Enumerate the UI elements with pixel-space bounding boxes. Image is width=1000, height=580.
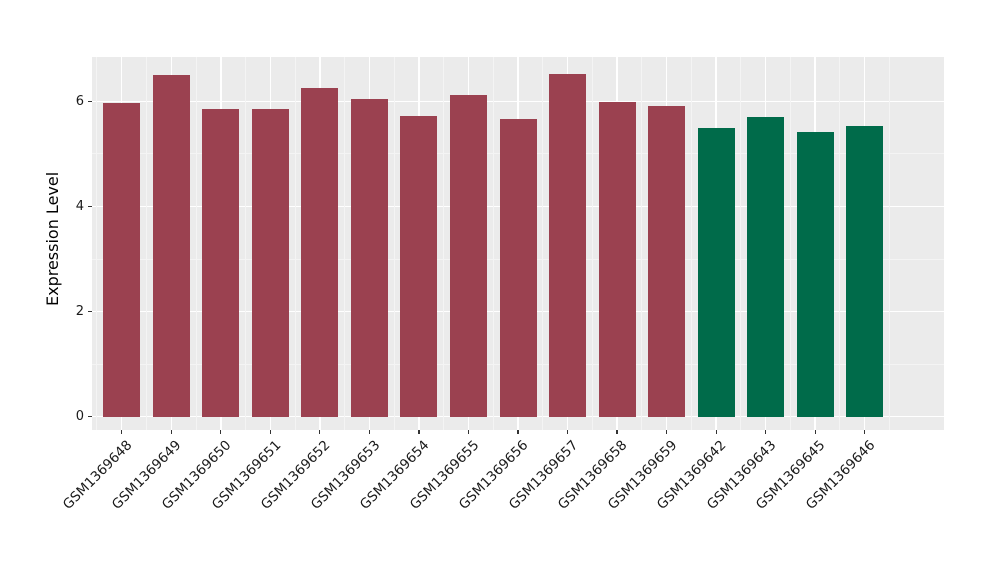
x-tick-mark (319, 430, 321, 434)
y-axis-title: Expression Level (43, 171, 62, 306)
bar-GSM1369642 (697, 128, 735, 417)
x-tick-mark (666, 430, 668, 434)
bar-GSM1369648 (103, 102, 141, 417)
bar-GSM1369656 (499, 119, 537, 417)
bar-GSM1369657 (549, 74, 587, 417)
bar-GSM1369652 (301, 87, 339, 417)
x-tick-mark (566, 430, 569, 434)
y-tick-mark (88, 416, 92, 418)
gridline-minor (591, 57, 593, 430)
gridline-minor (740, 57, 742, 430)
y-tick-mark (88, 311, 92, 313)
gridline-minor (393, 57, 395, 430)
gridline-minor (443, 57, 445, 430)
bar-GSM1369651 (251, 109, 289, 417)
gridline-minor (889, 57, 890, 430)
gridline-minor (344, 57, 346, 430)
x-tick-mark (220, 430, 222, 434)
x-tick-mark (269, 430, 271, 434)
gridline-minor (245, 57, 247, 430)
bar-GSM1369650 (202, 109, 240, 417)
gridline-minor (789, 57, 791, 430)
bar-GSM1369643 (747, 117, 785, 417)
gridline-minor (492, 57, 494, 430)
bar-GSM1369649 (152, 75, 190, 417)
bar-GSM1369654 (400, 116, 438, 417)
bar-GSM1369659 (648, 106, 686, 417)
gridline-minor (294, 57, 296, 430)
x-tick-mark (121, 430, 123, 434)
bar-GSM1369645 (796, 131, 834, 417)
gridline-minor (542, 57, 544, 430)
bar-GSM1369658 (598, 101, 636, 417)
x-tick-mark (765, 430, 767, 434)
x-tick-mark (467, 430, 470, 434)
gridline-minor (690, 57, 692, 430)
plot-panel (92, 57, 944, 430)
y-tick-mark (88, 205, 92, 208)
gridline-minor (195, 57, 197, 430)
bar-GSM1369653 (350, 98, 388, 417)
x-tick-mark (864, 430, 866, 434)
y-tick-label: 2 (75, 304, 84, 320)
gridline-minor (96, 57, 98, 430)
y-tick-label: 0 (75, 409, 84, 425)
y-tick-label: 4 (75, 198, 84, 214)
gridline-minor (145, 57, 147, 430)
y-tick-mark (88, 100, 92, 103)
x-tick-mark (170, 430, 172, 434)
x-tick-mark (418, 430, 420, 434)
x-tick-mark (517, 430, 519, 434)
x-tick-mark (368, 430, 370, 434)
x-tick-mark (715, 430, 717, 434)
x-tick-mark (814, 430, 816, 434)
bar-GSM1369655 (449, 95, 487, 417)
gridline-minor (641, 57, 643, 430)
bar-GSM1369646 (846, 126, 884, 417)
gridline-minor (839, 57, 841, 430)
x-tick-mark (616, 430, 618, 434)
y-tick-label: 6 (75, 93, 84, 109)
